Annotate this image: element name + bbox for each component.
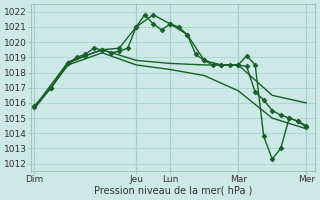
X-axis label: Pression niveau de la mer( hPa ): Pression niveau de la mer( hPa ) [94, 186, 252, 196]
